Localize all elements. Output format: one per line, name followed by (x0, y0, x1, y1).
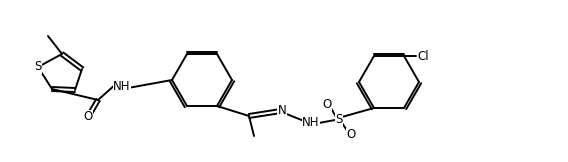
Text: Cl: Cl (417, 50, 429, 63)
Text: S: S (34, 60, 41, 74)
Text: NH: NH (113, 80, 131, 93)
Text: S: S (335, 113, 343, 127)
Text: N: N (278, 104, 286, 117)
Text: O: O (83, 110, 93, 123)
Text: O: O (346, 128, 356, 141)
Text: NH: NH (302, 116, 320, 129)
Text: O: O (323, 98, 332, 111)
